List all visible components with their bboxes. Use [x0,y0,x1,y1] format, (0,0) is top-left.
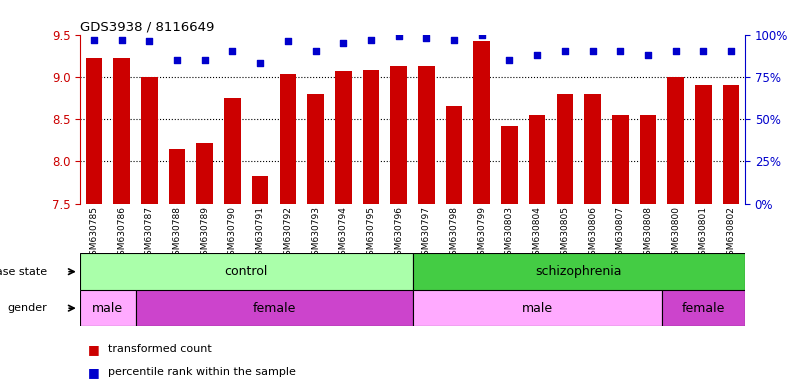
Bar [169,149,185,204]
Text: transformed count: transformed count [108,344,212,354]
Text: gender: gender [7,303,47,313]
Text: disease state: disease state [0,266,47,277]
Point [281,38,294,45]
Bar [557,94,574,204]
Bar [196,143,213,204]
Bar [80,253,413,290]
Text: female: female [252,302,296,314]
Text: schizophrenia: schizophrenia [536,265,622,278]
Bar [80,290,135,326]
Point [171,57,183,63]
Bar [135,290,413,326]
Bar [612,115,629,204]
Point [614,48,626,55]
Bar [723,85,739,204]
Point [199,57,211,63]
Point [642,52,654,58]
Text: control: control [224,265,268,278]
Point [586,48,599,55]
Bar [224,98,241,204]
Point [670,48,682,55]
Bar [114,58,130,204]
Bar [413,290,662,326]
Point [725,48,738,55]
Point [392,33,405,39]
Bar [308,94,324,204]
Point [531,52,544,58]
Bar [335,71,352,204]
Point [475,31,488,38]
Bar [445,106,462,204]
Bar [695,85,711,204]
Bar [86,58,103,204]
Point [143,38,155,45]
Bar [280,74,296,204]
Point [226,48,239,55]
Text: male: male [521,302,553,314]
Point [697,48,710,55]
Point [337,40,350,46]
Bar [584,94,601,204]
Point [115,36,128,43]
Text: ■: ■ [88,343,100,356]
Point [448,36,461,43]
Bar [390,66,407,204]
Bar [141,77,158,204]
Bar [662,290,745,326]
Text: ■: ■ [88,366,100,379]
Bar [252,177,268,204]
Bar [529,115,545,204]
Text: female: female [682,302,725,314]
Text: male: male [92,302,123,314]
Text: percentile rank within the sample: percentile rank within the sample [108,367,296,377]
Point [364,36,377,43]
Point [309,48,322,55]
Point [420,35,433,41]
Point [87,36,100,43]
Bar [640,115,656,204]
Point [558,48,571,55]
Bar [363,70,380,204]
Bar [667,77,684,204]
Point [254,60,267,66]
Bar [473,41,490,204]
Text: GDS3938 / 8116649: GDS3938 / 8116649 [80,20,215,33]
Bar [413,253,745,290]
Bar [501,126,517,204]
Point [503,57,516,63]
Bar [418,66,435,204]
